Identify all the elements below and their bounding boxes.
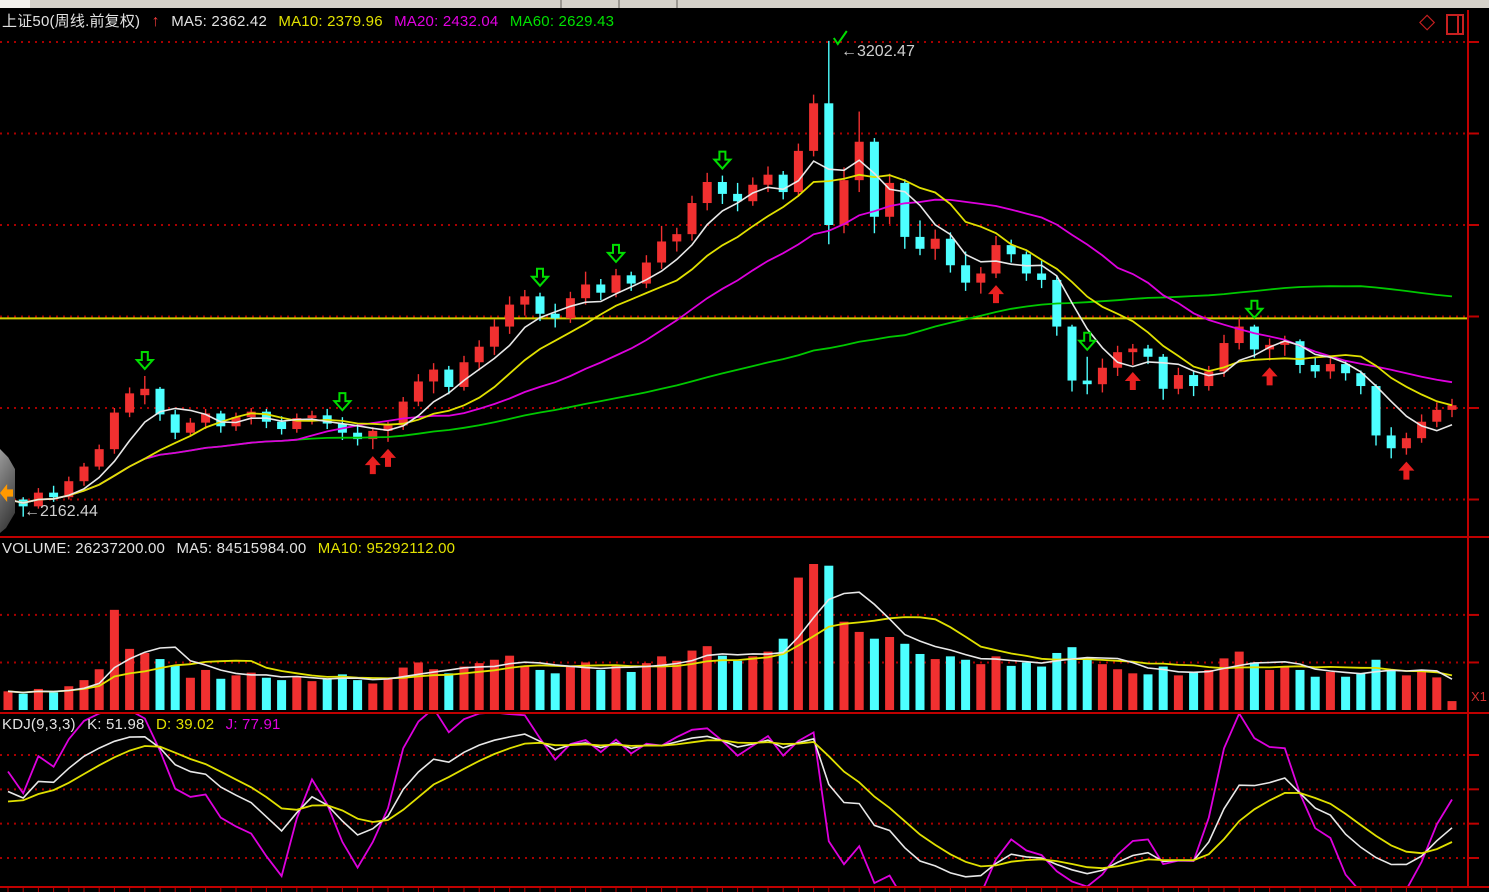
buy-arrow-icon [1261,367,1278,386]
trend-up-arrow-icon: ↑ [151,13,160,30]
sell-arrow-icon [712,150,733,171]
sell-arrow-icon [134,350,156,371]
sell-arrow-icon [529,267,551,288]
volume-readout: VOLUME: 26237200.00 [2,540,166,557]
volume-pane-header: VOLUME: 26237200.00 MA5: 84515984.00 MA1… [2,540,462,557]
buy-arrow-icon [1398,461,1415,480]
price-ma20-line [7,198,1453,504]
x-axis-scale-label: X1 [1471,689,1487,704]
pane-frame [0,10,1489,892]
volume-ma5-readout: MA5: 84515984.00 [176,540,307,557]
volume-ma10-readout: MA10: 95292112.00 [317,540,456,557]
window-edge-highlight [0,0,30,8]
signal-markers [134,30,1415,480]
volume-pane [0,564,1468,710]
sell-arrow-icon [605,243,627,264]
kdj-formula: KDJ(9,3,3) [2,716,76,733]
ma60-readout: MA60: 2629.43 [509,13,615,30]
sell-arrow-icon [1244,299,1265,320]
window-edge-strip [0,0,1489,8]
price-ma5-line [7,159,1453,504]
price-ma10-line [7,173,1453,504]
kdj-j-readout: J: 77.91 [225,716,281,733]
sell-arrow-icon [1076,331,1098,352]
split-window-icon[interactable] [1446,14,1464,35]
price-pane [0,30,1468,517]
buy-arrow-icon [380,448,396,467]
window-edge-seam [618,0,620,8]
low-price-label: ←2162.44 [24,503,98,520]
buy-arrow-icon [364,456,381,475]
ma10-readout: MA10: 2379.96 [278,13,383,30]
symbol-title: 上证50(周线.前复权) [2,13,141,30]
kdj-k-readout: K: 51.98 [87,716,145,733]
kdj-d-readout: D: 39.02 [155,716,215,733]
split-window-icon-divider [1457,16,1459,33]
buy-arrow-icon [1124,371,1141,390]
sell-arrow-icon [332,392,353,412]
kdj-pane-header: KDJ(9,3,3) K: 51.98 D: 39.02 J: 77.91 [2,716,288,733]
window-edge-seam [676,0,678,8]
ma20-readout: MA20: 2432.04 [394,13,499,30]
ma5-readout: MA5: 2362.42 [171,13,268,30]
kdj-pane [0,714,1468,886]
peak-check-icon [832,30,848,46]
window-edge-seam [560,0,562,8]
diamond-icon[interactable]: ◇ [1419,10,1436,33]
price-pane-header: 上证50(周线.前复权) ↑ MA5: 2362.42 MA10: 2379.9… [2,10,621,31]
peak-price-label: ←3202.47 [841,43,915,60]
buy-arrow-icon [988,285,1004,304]
candles [3,40,1457,517]
